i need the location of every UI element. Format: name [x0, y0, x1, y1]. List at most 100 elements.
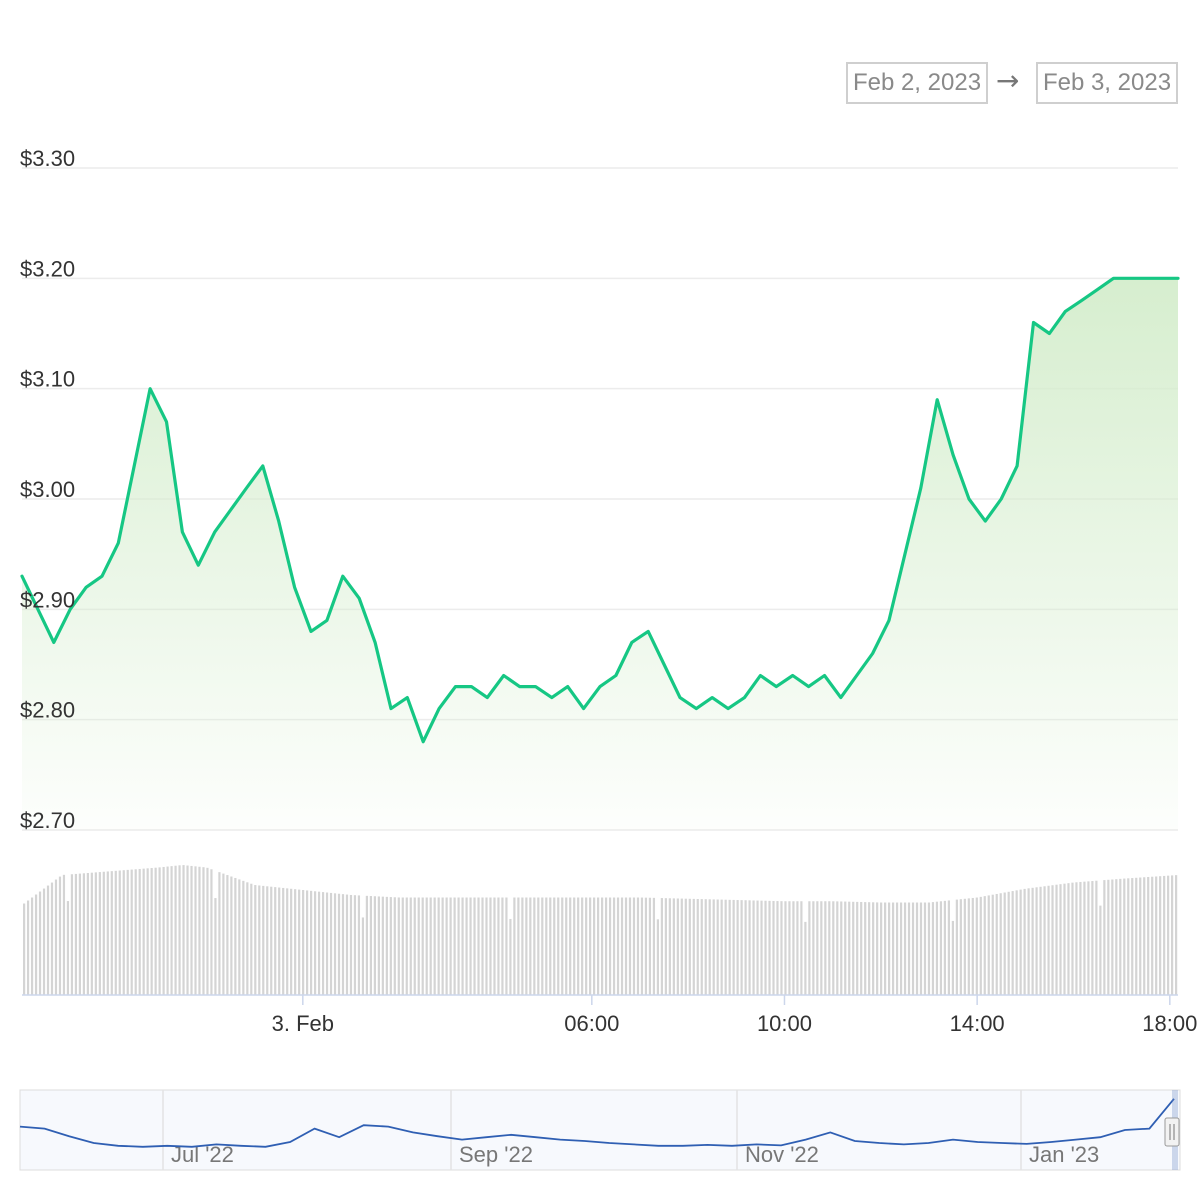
date-to-input[interactable]: Feb 3, 2023: [1036, 62, 1178, 104]
volume-bar: [764, 900, 767, 995]
volume-bar: [1135, 877, 1138, 995]
volume-bar: [66, 901, 70, 995]
volume-bar: [545, 897, 548, 995]
volume-bar: [923, 902, 927, 995]
volume-bar: [266, 886, 269, 995]
volume-bar: [1019, 889, 1022, 995]
volume-bar: [393, 897, 396, 995]
volume-bar: [361, 917, 365, 995]
volume-bar: [684, 898, 687, 995]
volume-bar: [848, 901, 851, 995]
volume-bar: [1015, 890, 1018, 995]
volume-bar: [106, 871, 109, 995]
volume-bar: [1159, 876, 1162, 995]
volume-bar: [704, 899, 707, 995]
volume-bar: [441, 897, 444, 995]
volume-bar: [585, 897, 588, 995]
volume-bar: [78, 873, 81, 995]
volume-bar: [437, 897, 440, 995]
volume-bar: [46, 885, 50, 995]
volume-bar: [158, 867, 161, 995]
volume-bar: [931, 902, 935, 995]
volume-bar: [290, 888, 293, 995]
volume-bar: [812, 901, 815, 995]
volume-bar: [836, 901, 839, 995]
volume-bar: [1139, 877, 1142, 995]
volume-bar: [1055, 884, 1058, 995]
volume-bar: [238, 879, 241, 995]
volume-bar: [421, 897, 424, 995]
volume-bar: [274, 887, 277, 995]
volume-bar: [30, 897, 34, 995]
volume-bar: [604, 897, 608, 995]
volume-bar: [405, 897, 408, 995]
volume-bar: [888, 902, 891, 995]
navigator[interactable]: Jul '22 Sep '22 Nov '22 Jan '23: [19, 1089, 1181, 1171]
volume-bar: [401, 897, 404, 995]
volume-bar: [174, 865, 177, 995]
volume-bar: [62, 874, 66, 995]
volume-bar: [680, 898, 683, 995]
volume-bar: [752, 900, 755, 995]
volume-bar: [222, 873, 225, 995]
navigator-handle[interactable]: [1164, 1117, 1180, 1147]
volume-bar: [788, 901, 791, 995]
volume-bar: [744, 900, 747, 995]
volume-bar: [126, 869, 129, 995]
navigator-tick-label: Sep '22: [459, 1142, 533, 1167]
volume-bar: [939, 901, 943, 995]
volume-bar: [86, 872, 89, 995]
y-axis: $3.30 $3.20 $3.10 $3.00 $2.90 $2.80 $2.70: [20, 146, 75, 833]
volume-bar: [927, 902, 931, 995]
volume-bar: [130, 869, 133, 995]
volume-bar: [983, 896, 986, 995]
volume-bar: [369, 896, 372, 995]
volume-bar: [142, 868, 145, 995]
price-series-line: [20, 276, 1180, 744]
volume-bar: [270, 886, 273, 995]
volume-bar: [796, 901, 799, 995]
volume-bar: [246, 882, 249, 995]
volume-bar: [780, 901, 783, 995]
volume-bar: [903, 902, 907, 995]
volume-bar: [497, 897, 500, 995]
volume-bar: [357, 895, 361, 995]
volume-bar: [844, 901, 847, 995]
volume-bar: [895, 902, 899, 995]
volume-bar: [54, 879, 58, 995]
date-from-input[interactable]: Feb 2, 2023: [846, 62, 988, 104]
volume-bar: [652, 897, 656, 995]
navigator-handle-box[interactable]: [1164, 1117, 1180, 1147]
volume-bar: [1027, 888, 1030, 995]
volume-bar: [150, 868, 153, 995]
volume-bar: [740, 900, 743, 995]
volume-bar: [975, 897, 978, 995]
volume-bar: [1035, 887, 1038, 995]
volume-bar: [891, 902, 895, 995]
volume-bar: [313, 891, 317, 995]
volume-bar: [529, 897, 532, 995]
volume-bar: [696, 898, 699, 995]
volume-bar: [593, 897, 596, 995]
volume-bar: [1031, 887, 1034, 995]
volume-bar: [469, 897, 472, 995]
volume-bar: [640, 897, 644, 995]
volume-bar: [648, 897, 652, 995]
volume-bar: [118, 870, 121, 995]
volume-bar: [214, 898, 217, 995]
volume-bar: [600, 897, 604, 995]
volume-bar: [1047, 885, 1050, 995]
volume-bar: [90, 872, 93, 995]
volume-bar: [856, 901, 859, 995]
volume-bar: [732, 899, 735, 995]
volume-bar: [325, 892, 329, 995]
volume-bar: [1127, 878, 1130, 995]
volume-bar: [565, 897, 568, 995]
volume-bar: [321, 892, 325, 995]
volume-bar: [389, 897, 392, 995]
volume-bar: [449, 897, 452, 995]
volume-bar: [202, 867, 205, 995]
volume-bar: [776, 901, 779, 995]
volume-bar: [302, 890, 305, 995]
